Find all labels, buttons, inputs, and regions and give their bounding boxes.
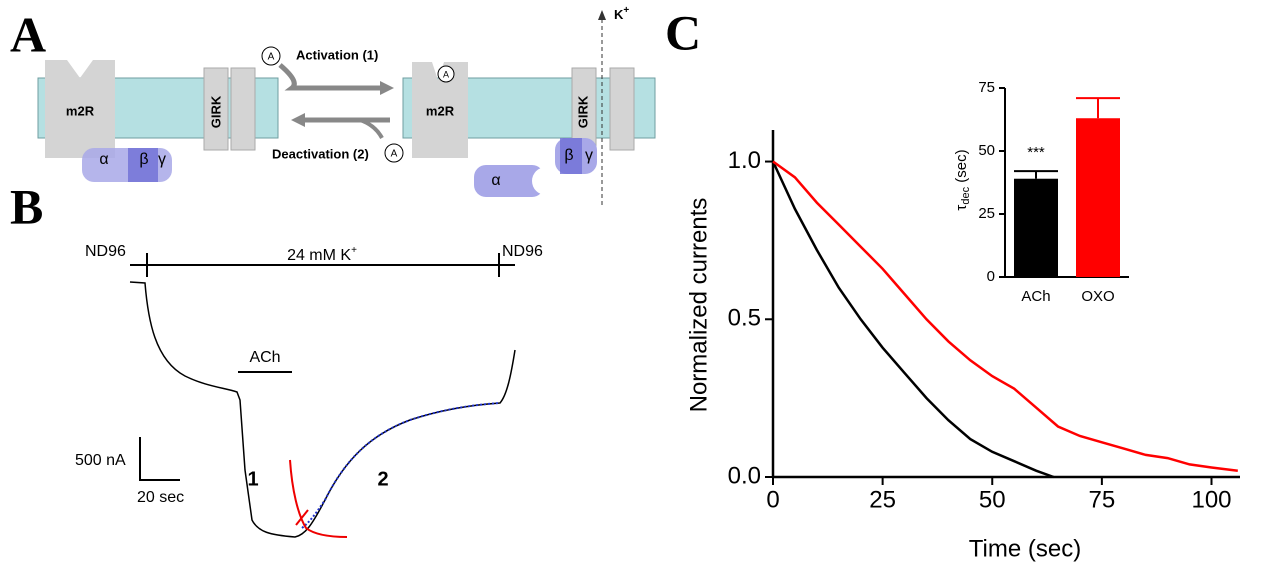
agonist-label: A xyxy=(391,149,398,160)
g-beta xyxy=(128,148,158,182)
channel-label: GIRK xyxy=(208,95,223,128)
deactivation-label: Deactivation (2) xyxy=(272,146,369,161)
inset-x-tick-label: OXO xyxy=(1081,288,1114,305)
ion: K xyxy=(614,7,624,22)
x-tick-label: 0 xyxy=(766,486,779,513)
inset-y-tick-label: 25 xyxy=(978,205,995,222)
ion-charge: + xyxy=(623,5,629,16)
agonist xyxy=(384,143,404,163)
agonist-label: A xyxy=(443,69,449,79)
gamma: γ xyxy=(585,147,593,164)
x-tick-label: 25 xyxy=(869,486,896,513)
y-axis-label: Normalized currents xyxy=(685,198,712,413)
inset-y-tick-label: 50 xyxy=(978,142,995,159)
girk xyxy=(230,67,256,151)
ion-label: K+ xyxy=(614,5,629,23)
receptor-inactive xyxy=(45,60,115,158)
y-tick-label: 0.0 xyxy=(728,462,761,489)
g-alpha-cleft xyxy=(532,167,560,195)
receptor-label: m2R xyxy=(426,103,455,118)
bar xyxy=(1014,178,1058,277)
arrow xyxy=(359,118,384,140)
inset-y-tick-label: 75 xyxy=(978,79,995,96)
bar xyxy=(1076,118,1120,278)
arrow xyxy=(278,63,380,91)
inset-y-label: τdec (sec) xyxy=(953,149,972,210)
significance: *** xyxy=(1027,144,1045,161)
solution-label: ND96 xyxy=(85,243,126,260)
data-line xyxy=(771,160,1055,479)
receptor-label: m2R xyxy=(66,103,95,118)
solution-charge: + xyxy=(351,245,357,256)
agonist xyxy=(437,65,455,83)
x-axis-label: Time (sec) xyxy=(969,535,1081,562)
scale-bar xyxy=(139,437,180,481)
agonist xyxy=(261,46,281,66)
solution-test: 24 mM K xyxy=(287,247,351,264)
current-trace xyxy=(129,281,516,538)
g-beta xyxy=(560,138,582,174)
x-tick-label: 50 xyxy=(979,486,1006,513)
beta: β xyxy=(564,147,573,164)
arrow-head xyxy=(380,81,394,95)
panel-letter: C xyxy=(665,4,701,60)
arrow-head xyxy=(291,113,305,127)
scale-current: 500 nA xyxy=(75,452,126,469)
phase-label: 2 xyxy=(377,468,388,490)
inset-y-tick-label: 0 xyxy=(987,268,995,285)
panel-letter: B xyxy=(10,178,43,234)
scale-time: 20 sec xyxy=(137,489,184,506)
agonist-label: ACh xyxy=(249,349,280,366)
receptor-active xyxy=(412,62,468,158)
panel-letter: A xyxy=(10,6,46,62)
x-tick-label: 75 xyxy=(1089,486,1116,513)
g-alpha xyxy=(474,165,544,197)
activation-label: Activation (1) xyxy=(296,47,378,62)
girk xyxy=(609,67,635,151)
solution-label: ND96 xyxy=(502,243,543,260)
tau: τ xyxy=(953,205,970,211)
beta: β xyxy=(139,151,148,168)
y-tick-label: 1.0 xyxy=(728,147,761,174)
agonist-label: A xyxy=(268,52,275,63)
solution-label: 24 mM K+ xyxy=(287,245,357,265)
x-tick-label: 100 xyxy=(1191,486,1231,513)
fit-segment xyxy=(295,509,309,526)
channel-label: GIRK xyxy=(575,95,590,128)
girk xyxy=(571,67,597,151)
tau-unit: (sec) xyxy=(953,149,970,187)
gamma: γ xyxy=(158,151,166,168)
phase-label: 1 xyxy=(247,468,258,490)
inset-x-tick-label: ACh xyxy=(1021,288,1050,305)
alpha: α xyxy=(99,151,108,168)
y-tick-label: 0.5 xyxy=(728,305,761,332)
data-line xyxy=(772,160,1238,472)
tau-sub: dec xyxy=(960,186,972,204)
girk xyxy=(203,67,229,151)
activation-fit xyxy=(289,459,348,538)
deactivation-fit xyxy=(301,402,501,529)
alpha: α xyxy=(491,172,500,189)
ion-arrow xyxy=(598,10,606,20)
